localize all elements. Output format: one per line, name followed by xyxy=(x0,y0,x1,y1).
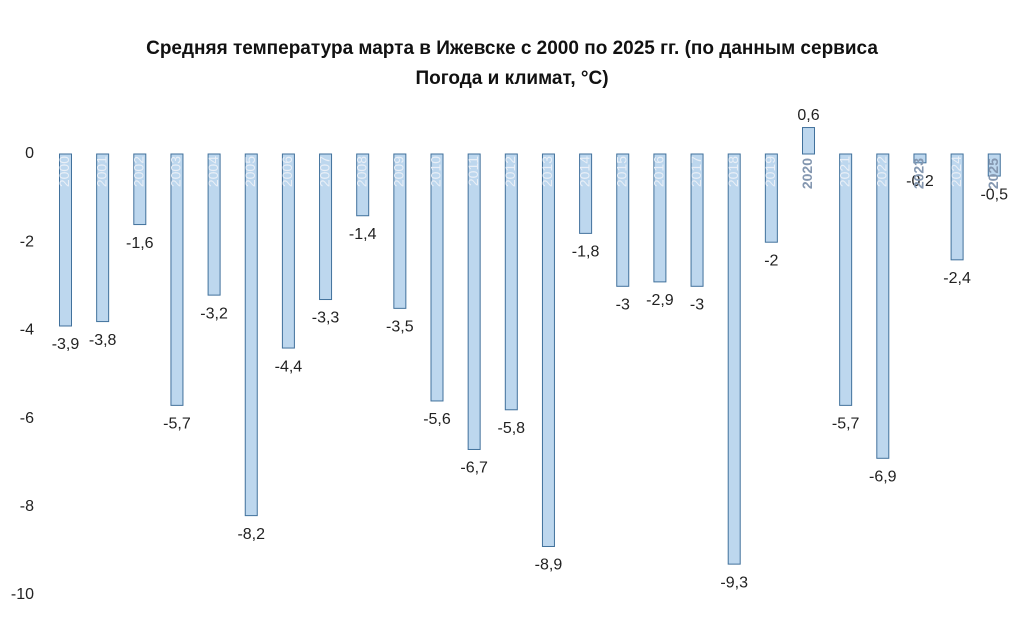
data-label-2017: -3 xyxy=(690,297,704,314)
y-tick-label: 0 xyxy=(25,145,34,162)
bar-2002 xyxy=(133,153,147,226)
bar-2008 xyxy=(356,153,370,217)
category-label-2005: 2005 xyxy=(242,156,258,187)
bar-2014 xyxy=(579,153,593,234)
data-label-2007: -3,3 xyxy=(312,310,340,327)
category-label-2017: 2017 xyxy=(688,156,704,187)
category-labels: 2000 2001 2002 2003 2004 2005 2006 2007 2008 2009… xyxy=(56,156,1001,189)
bar-2025 xyxy=(987,153,1001,177)
category-label-2010: 2010 xyxy=(428,156,444,187)
chart-title: Средняя температура марта в Ижевске с 20… xyxy=(0,34,1024,94)
data-label-2012: -5,8 xyxy=(498,420,526,437)
data-label-2023: -0,2 xyxy=(906,173,934,190)
data-label-2016: -2,9 xyxy=(646,292,674,309)
bar-2015 xyxy=(616,153,630,287)
data-label-2004: -3,2 xyxy=(200,305,228,322)
data-label-2000: -3,9 xyxy=(52,336,80,353)
category-label-2002: 2002 xyxy=(131,156,147,187)
category-label-2013: 2013 xyxy=(539,156,555,187)
category-label-2023: 2023 xyxy=(911,158,927,189)
bar-2009 xyxy=(393,153,407,309)
category-label-2025: 2025 xyxy=(985,158,1001,189)
data-label-2020: 0,6 xyxy=(797,107,819,124)
category-label-2009: 2009 xyxy=(391,156,407,187)
category-label-2012: 2012 xyxy=(502,156,518,187)
data-label-2025: -0,5 xyxy=(980,186,1008,203)
chart-title-line-1: Средняя температура марта в Ижевске с 20… xyxy=(146,38,878,59)
data-label-2006: -4,4 xyxy=(275,358,303,375)
category-label-2008: 2008 xyxy=(353,156,369,187)
category-label-2021: 2021 xyxy=(836,156,852,187)
bar-2005 xyxy=(244,153,258,517)
bar-2021 xyxy=(839,153,853,406)
bar-2004 xyxy=(207,153,221,296)
category-label-2022: 2022 xyxy=(874,156,890,187)
data-label-2009: -3,5 xyxy=(386,319,414,336)
data-label-2021: -5,7 xyxy=(832,416,860,433)
category-label-2019: 2019 xyxy=(762,156,778,187)
y-tick-label: -4 xyxy=(20,322,34,339)
bar-2012 xyxy=(504,153,518,411)
bar-2016 xyxy=(653,153,667,283)
data-label-2003: -5,7 xyxy=(163,416,191,433)
chart-title-line-2: Погода и климат, °C) xyxy=(415,68,609,89)
data-label-2013: -8,9 xyxy=(535,557,563,574)
bar-2001 xyxy=(96,153,110,323)
bar-2006 xyxy=(281,153,295,349)
category-label-2011: 2011 xyxy=(465,156,481,186)
bar-2020 xyxy=(802,127,815,155)
y-tick-label: -10 xyxy=(11,586,34,603)
category-label-2006: 2006 xyxy=(279,156,295,187)
data-label-2019: -2 xyxy=(764,252,778,269)
data-labels: -3,9 -3,8 -1,6 -5,7 -3,2 -8,2 -4,4 -3,3 -1,4 -3,5… xyxy=(52,107,1008,592)
data-label-2024: -2,4 xyxy=(943,270,971,287)
data-label-2022: -6,9 xyxy=(869,469,897,486)
bar-2010 xyxy=(430,153,444,402)
bar-2022 xyxy=(876,153,890,459)
category-label-2016: 2016 xyxy=(651,156,667,187)
data-label-2010: -5,6 xyxy=(423,411,451,428)
category-label-2001: 2001 xyxy=(93,156,109,187)
category-label-2020: 2020 xyxy=(799,158,815,189)
data-label-2001: -3,8 xyxy=(89,332,117,349)
bar-2024 xyxy=(950,153,964,261)
bar-2017 xyxy=(690,153,704,287)
category-label-2018: 2018 xyxy=(725,156,741,187)
data-label-2008: -1,4 xyxy=(349,226,377,243)
data-label-2002: -1,6 xyxy=(126,235,154,252)
data-label-2011: -6,7 xyxy=(460,460,488,477)
category-label-2024: 2024 xyxy=(948,156,964,187)
bar-2013 xyxy=(541,153,555,547)
y-tick-label: -8 xyxy=(20,498,34,515)
bar-2023 xyxy=(913,153,927,164)
category-label-2003: 2003 xyxy=(168,156,184,187)
data-label-2014: -1,8 xyxy=(572,244,600,261)
y-axis: 0 -2 -4 -6 -8 -10 xyxy=(11,145,34,603)
y-tick-label: -6 xyxy=(20,410,34,427)
bar-2003 xyxy=(170,153,184,406)
bar-2000 xyxy=(59,153,72,327)
bars xyxy=(59,127,1001,565)
category-label-2004: 2004 xyxy=(205,156,221,187)
category-label-2015: 2015 xyxy=(613,156,629,187)
y-tick-label: -2 xyxy=(20,233,34,250)
category-label-2014: 2014 xyxy=(576,156,592,187)
bar-2018 xyxy=(727,153,741,565)
bar-2007 xyxy=(319,153,333,301)
data-label-2015: -3 xyxy=(616,297,630,314)
category-label-2000: 2000 xyxy=(56,156,72,187)
bar-2019 xyxy=(764,153,778,243)
data-label-2005: -8,2 xyxy=(237,526,265,543)
bar-2011 xyxy=(467,153,481,450)
category-label-2007: 2007 xyxy=(316,156,332,187)
data-label-2018: -9,3 xyxy=(720,574,748,591)
